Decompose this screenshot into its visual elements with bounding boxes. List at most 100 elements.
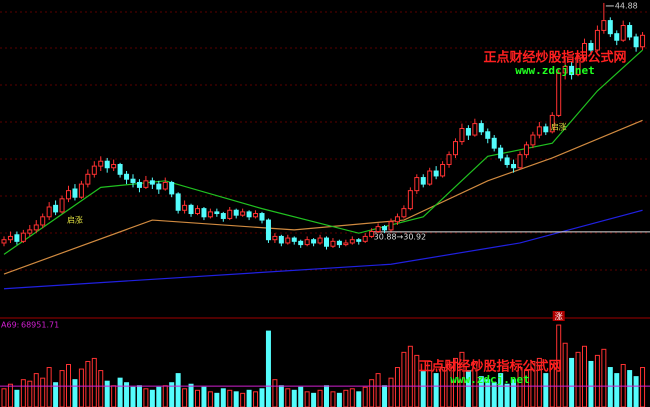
candle-body bbox=[369, 231, 375, 237]
volume-bar bbox=[459, 351, 465, 407]
candle-body bbox=[620, 25, 626, 41]
volume-bar bbox=[465, 370, 471, 407]
candle-body bbox=[46, 206, 52, 218]
candle-body bbox=[298, 240, 304, 246]
candle-body bbox=[169, 181, 175, 195]
volume-bar bbox=[72, 379, 78, 407]
candle-body bbox=[220, 213, 226, 219]
candle-body bbox=[440, 163, 446, 177]
volume-bar bbox=[311, 392, 317, 407]
volume-bar bbox=[124, 382, 130, 407]
candle-body bbox=[7, 235, 13, 241]
candle-body bbox=[207, 211, 213, 218]
volume-bar bbox=[130, 386, 136, 407]
candle-body bbox=[394, 216, 400, 223]
candle-body bbox=[633, 36, 639, 48]
volume-bar bbox=[627, 370, 633, 407]
volume-bar bbox=[169, 382, 175, 407]
volume-bar bbox=[336, 392, 342, 407]
volume-bar bbox=[375, 373, 381, 407]
max-label: 44.88 bbox=[615, 1, 638, 10]
signal-text: 涨 bbox=[555, 311, 563, 321]
volume-bar bbox=[575, 351, 581, 407]
candle-body bbox=[265, 219, 271, 241]
annotation: 启涨 bbox=[551, 121, 567, 131]
candle-body bbox=[594, 29, 600, 51]
candle-body bbox=[143, 180, 149, 188]
candle-body bbox=[382, 226, 388, 231]
volume-bar bbox=[188, 383, 194, 407]
watermark-url: www.zdcj.net bbox=[450, 373, 529, 386]
volume-bar bbox=[362, 386, 368, 407]
candle-body bbox=[1, 239, 7, 244]
volume-bar bbox=[349, 388, 355, 407]
candle-body bbox=[582, 42, 587, 59]
candle-body bbox=[504, 157, 510, 165]
watermark-url: www.zdcj.net bbox=[515, 64, 594, 77]
volume-bar bbox=[607, 367, 613, 407]
volume-bar bbox=[401, 351, 407, 407]
volume-bar bbox=[59, 370, 65, 407]
candle-body bbox=[478, 123, 484, 133]
candle-body bbox=[375, 226, 381, 233]
candle-body bbox=[130, 178, 136, 183]
volume-bar bbox=[582, 345, 587, 407]
volume-bar bbox=[562, 342, 568, 407]
candle-body bbox=[72, 188, 78, 198]
volume-bar bbox=[233, 391, 239, 407]
candle-body bbox=[188, 204, 194, 215]
watermark-title: 正点财经炒股指标公式网 bbox=[418, 359, 561, 375]
candle-body bbox=[53, 204, 59, 213]
candle-body bbox=[517, 154, 523, 169]
volume-bar bbox=[20, 379, 26, 407]
candle-body bbox=[136, 181, 142, 188]
candle-body bbox=[175, 193, 181, 211]
candle-body bbox=[104, 160, 110, 169]
candle-body bbox=[433, 170, 439, 177]
candle-body bbox=[156, 183, 162, 190]
candle-body bbox=[278, 235, 284, 244]
volume-bar bbox=[195, 389, 200, 407]
volume-bar bbox=[53, 382, 59, 407]
candle-body bbox=[511, 163, 517, 169]
candle-body bbox=[240, 211, 246, 216]
volume-bar bbox=[498, 373, 504, 407]
candle-body bbox=[453, 141, 458, 156]
candle-body bbox=[98, 160, 104, 167]
candle-body bbox=[627, 25, 633, 38]
candle-body bbox=[459, 128, 465, 143]
volume-bar bbox=[149, 389, 155, 407]
watermark-title: 正点财经炒股指标公式网 bbox=[483, 50, 626, 66]
volume-bar bbox=[504, 383, 510, 407]
candle-body bbox=[420, 177, 426, 185]
candle-body bbox=[311, 239, 317, 244]
volume-bar bbox=[407, 345, 413, 407]
candle-body bbox=[233, 209, 239, 216]
candle-body bbox=[336, 240, 342, 246]
volume-bar bbox=[78, 368, 84, 407]
volume-bar bbox=[214, 392, 220, 407]
volume-bar bbox=[433, 373, 439, 407]
volume-bar bbox=[420, 370, 426, 407]
volume-bar bbox=[594, 354, 600, 407]
candle-body bbox=[33, 224, 39, 231]
candle-body bbox=[614, 33, 620, 41]
candle-body bbox=[569, 65, 575, 76]
volume-bar bbox=[343, 389, 349, 407]
candle-body bbox=[40, 216, 46, 226]
volume-bar bbox=[633, 376, 639, 407]
volume-bar bbox=[265, 330, 271, 407]
candle-body bbox=[549, 114, 555, 133]
volume-bar bbox=[356, 391, 362, 407]
candle-body bbox=[401, 208, 407, 218]
candle-body bbox=[491, 137, 497, 149]
volume-bar bbox=[278, 385, 284, 407]
candle-body bbox=[246, 211, 252, 218]
candle-body bbox=[446, 154, 452, 165]
candle-body bbox=[485, 131, 491, 139]
candle-body bbox=[427, 170, 433, 185]
volume-bar bbox=[304, 391, 310, 407]
candle-body bbox=[27, 229, 33, 234]
